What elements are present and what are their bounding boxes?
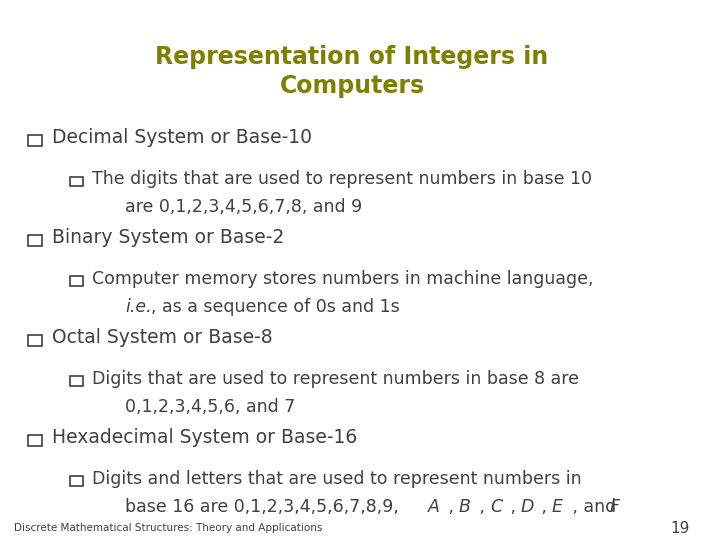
Text: ,: , <box>536 498 547 516</box>
Text: i.e.: i.e. <box>125 298 152 316</box>
Text: Digits and letters that are used to represent numbers in: Digits and letters that are used to repr… <box>91 470 581 488</box>
Text: , and: , and <box>567 498 616 516</box>
FancyBboxPatch shape <box>71 177 83 186</box>
FancyBboxPatch shape <box>28 335 42 346</box>
FancyBboxPatch shape <box>71 276 83 286</box>
Text: Digits that are used to represent numbers in base 8 are: Digits that are used to represent number… <box>91 370 578 388</box>
Text: C: C <box>490 498 502 516</box>
Text: Decimal System or Base-10: Decimal System or Base-10 <box>52 128 312 147</box>
Text: The digits that are used to represent numbers in base 10: The digits that are used to represent nu… <box>91 170 592 188</box>
Text: Hexadecimal System or Base-16: Hexadecimal System or Base-16 <box>52 428 357 447</box>
FancyBboxPatch shape <box>28 135 42 146</box>
FancyBboxPatch shape <box>71 476 83 486</box>
Text: Computers: Computers <box>279 75 425 98</box>
Text: 0,1,2,3,4,5,6, and 7: 0,1,2,3,4,5,6, and 7 <box>125 398 295 416</box>
Text: F: F <box>610 498 620 516</box>
Text: , as a sequence of 0s and 1s: , as a sequence of 0s and 1s <box>151 298 400 316</box>
FancyBboxPatch shape <box>71 376 83 386</box>
Text: are 0,1,2,3,4,5,6,7,8, and 9: are 0,1,2,3,4,5,6,7,8, and 9 <box>125 198 363 217</box>
Text: Discrete Mathematical Structures: Theory and Applications: Discrete Mathematical Structures: Theory… <box>14 523 323 533</box>
Text: B: B <box>459 498 471 516</box>
FancyBboxPatch shape <box>28 235 42 246</box>
Text: A: A <box>428 498 440 516</box>
Text: ,: , <box>505 498 516 516</box>
Text: E: E <box>552 498 563 516</box>
Text: base 16 are 0,1,2,3,4,5,6,7,8,9,: base 16 are 0,1,2,3,4,5,6,7,8,9, <box>125 498 399 516</box>
Text: Representation of Integers in: Representation of Integers in <box>156 45 549 69</box>
Text: Computer memory stores numbers in machine language,: Computer memory stores numbers in machin… <box>91 270 593 288</box>
FancyBboxPatch shape <box>28 435 42 446</box>
Text: 19: 19 <box>670 521 690 536</box>
Text: Binary System or Base-2: Binary System or Base-2 <box>52 228 284 247</box>
Text: ,: , <box>444 498 454 516</box>
Text: ,: , <box>474 498 485 516</box>
Text: Octal System or Base-8: Octal System or Base-8 <box>52 328 273 347</box>
Text: D: D <box>521 498 534 516</box>
